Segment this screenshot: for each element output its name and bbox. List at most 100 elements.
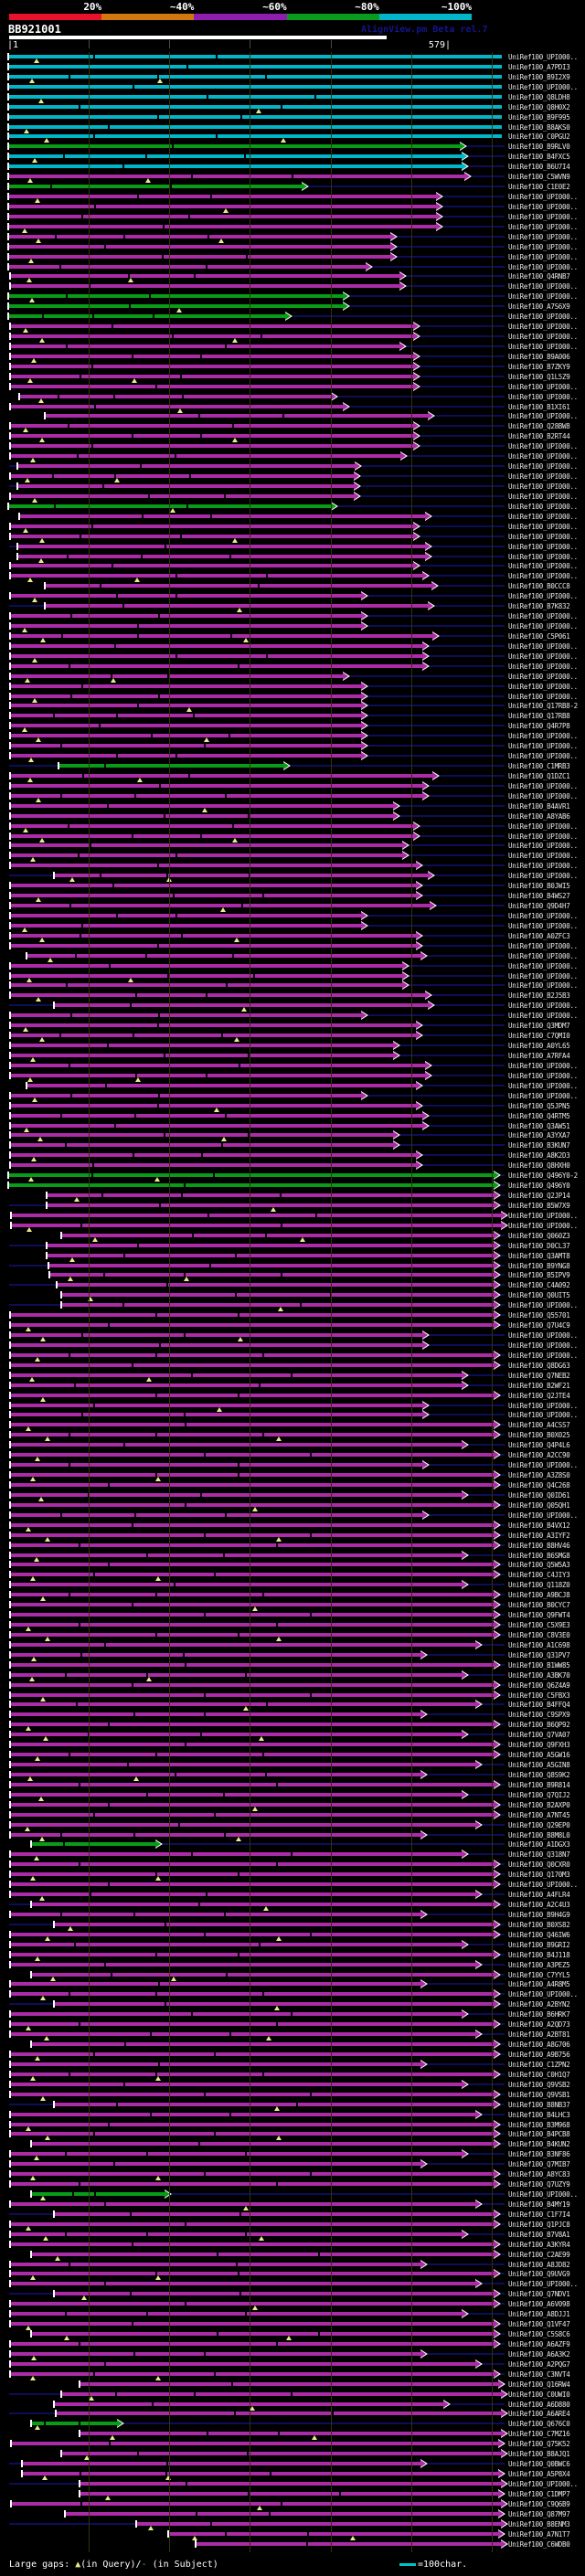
hit-bar[interactable] bbox=[11, 673, 343, 678]
hit-bar[interactable] bbox=[32, 1903, 494, 1907]
hit-bar[interactable] bbox=[11, 2182, 494, 2187]
hit-bar[interactable] bbox=[11, 1512, 422, 1517]
hit-bar[interactable] bbox=[20, 394, 331, 398]
hit-bar[interactable] bbox=[11, 2132, 494, 2136]
hit-bar[interactable] bbox=[9, 84, 502, 89]
hit-bar[interactable] bbox=[9, 104, 502, 109]
hit-bar[interactable] bbox=[9, 154, 462, 159]
hit-label[interactable]: UniRef100_UPI000.. bbox=[508, 1461, 578, 1470]
hit-label[interactable]: UniRef100_UPI000.. bbox=[508, 872, 578, 881]
hit-bar[interactable] bbox=[9, 94, 502, 99]
hit-bar[interactable] bbox=[11, 1932, 494, 1936]
hit-label[interactable]: UniRef100_B4KUN2 bbox=[508, 2140, 570, 2149]
hit-bar[interactable] bbox=[11, 1662, 494, 1667]
hit-label[interactable]: UniRef100_B7K832 bbox=[508, 602, 570, 611]
hit-bar[interactable] bbox=[11, 2032, 475, 2037]
hit-label[interactable]: UniRef100_Q2JTE4 bbox=[508, 1391, 570, 1400]
hit-label[interactable]: UniRef100_A6V098 bbox=[508, 2300, 570, 2309]
hit-label[interactable]: UniRef100_Q170M3 bbox=[508, 1871, 570, 1880]
hit-label[interactable]: UniRef100_A0YL65 bbox=[508, 1042, 570, 1051]
hit-label[interactable]: UniRef100_UPI000.. bbox=[508, 1881, 578, 1890]
hit-label[interactable]: UniRef100_C6WDB0 bbox=[508, 2539, 570, 2549]
hit-bar[interactable] bbox=[11, 1672, 462, 1677]
hit-bar[interactable] bbox=[11, 1702, 475, 1707]
hit-label[interactable]: UniRef100_C5P061 bbox=[508, 631, 570, 641]
hit-bar[interactable] bbox=[11, 454, 400, 459]
hit-label[interactable]: UniRef100_B9I2X9 bbox=[508, 72, 570, 81]
hit-bar[interactable] bbox=[9, 175, 464, 179]
hit-label[interactable]: UniRef100_UPI000.. bbox=[508, 641, 578, 651]
hit-label[interactable]: UniRef100_UPI000.. bbox=[508, 1351, 578, 1360]
hit-bar[interactable] bbox=[11, 1522, 494, 1527]
hit-bar[interactable] bbox=[11, 1502, 494, 1507]
hit-bar[interactable] bbox=[9, 264, 366, 269]
hit-bar[interactable] bbox=[11, 803, 393, 808]
hit-bar[interactable] bbox=[11, 1362, 494, 1367]
hit-label[interactable]: UniRef100_Q9VSB2 bbox=[508, 2080, 570, 2089]
hit-bar[interactable] bbox=[9, 234, 390, 239]
hit-bar[interactable] bbox=[11, 783, 422, 788]
hit-bar[interactable] bbox=[11, 744, 361, 748]
hit-label[interactable]: UniRef100_B8M8L0 bbox=[508, 1830, 570, 1839]
hit-label[interactable]: UniRef100_B6HRK7 bbox=[508, 2010, 570, 2019]
hit-label[interactable]: UniRef100_UPI000.. bbox=[508, 981, 578, 991]
hit-bar[interactable] bbox=[11, 1652, 420, 1657]
hit-bar[interactable] bbox=[11, 694, 361, 698]
hit-label[interactable]: UniRef100_Q29EP0 bbox=[508, 1820, 570, 1829]
hit-label[interactable]: UniRef100_A2BYN2 bbox=[508, 2000, 570, 2009]
hit-bar[interactable] bbox=[32, 2252, 494, 2256]
hit-label[interactable]: UniRef100_A8YAB6 bbox=[508, 811, 570, 821]
hit-label[interactable]: UniRef100_UPI000.. bbox=[508, 242, 578, 251]
hit-bar[interactable] bbox=[11, 2242, 494, 2246]
hit-label[interactable]: UniRef100_UPI000.. bbox=[508, 193, 578, 202]
hit-bar[interactable] bbox=[59, 764, 283, 769]
hit-label[interactable]: UniRef100_B3M968 bbox=[508, 2120, 570, 2129]
hit-label[interactable]: UniRef100_UPI000.. bbox=[508, 392, 578, 401]
hit-bar[interactable] bbox=[11, 1753, 494, 1757]
hit-bar[interactable] bbox=[11, 2322, 494, 2327]
hit-label[interactable]: UniRef100_A5GIN8 bbox=[508, 1761, 570, 1770]
hit-bar[interactable] bbox=[11, 1962, 475, 1966]
hit-label[interactable]: UniRef100_UPI000.. bbox=[508, 622, 578, 631]
hit-bar[interactable] bbox=[9, 1183, 494, 1188]
hit-label[interactable]: UniRef100_UPI000.. bbox=[508, 552, 578, 561]
hit-label[interactable]: UniRef100_UPI000.. bbox=[508, 852, 578, 861]
hit-bar[interactable] bbox=[11, 364, 413, 368]
hit-label[interactable]: UniRef100_B3KUN7 bbox=[508, 1141, 570, 1150]
hit-label[interactable]: UniRef100_C3NVT4 bbox=[508, 2369, 570, 2379]
hit-label[interactable]: UniRef100_UPI000.. bbox=[508, 1061, 578, 1070]
hit-bar[interactable] bbox=[11, 1982, 420, 1987]
hit-bar[interactable] bbox=[11, 1593, 494, 1597]
hit-label[interactable]: UniRef100_B6QP92 bbox=[508, 1721, 570, 1730]
hit-bar[interactable] bbox=[11, 374, 413, 378]
hit-bar[interactable] bbox=[11, 894, 416, 898]
hit-label[interactable]: UniRef100_UPI000.. bbox=[508, 921, 578, 930]
hit-label[interactable]: UniRef100_UPI000.. bbox=[508, 502, 578, 511]
hit-bar[interactable] bbox=[11, 1103, 416, 1108]
hit-bar[interactable] bbox=[11, 1872, 494, 1877]
hit-bar[interactable] bbox=[32, 2142, 494, 2147]
hit-label[interactable]: UniRef100_Q496Y0-2 bbox=[508, 1171, 578, 1181]
hit-bar[interactable] bbox=[46, 584, 431, 588]
hit-bar[interactable] bbox=[80, 2491, 498, 2496]
hit-label[interactable]: UniRef100_B6SMG8 bbox=[508, 1551, 570, 1560]
hit-label[interactable]: UniRef100_Q3AW51 bbox=[508, 1121, 570, 1130]
hit-label[interactable]: UniRef100_B9R814 bbox=[508, 1780, 570, 1789]
hit-bar[interactable] bbox=[55, 2292, 494, 2296]
hit-label[interactable]: UniRef100_C2AE99 bbox=[508, 2250, 570, 2259]
hit-label[interactable]: UniRef100_UPI000.. bbox=[508, 961, 578, 970]
hit-label[interactable]: UniRef100_UPI000.. bbox=[508, 612, 578, 621]
hit-label[interactable]: UniRef100_UPI000.. bbox=[508, 672, 578, 681]
hit-label[interactable]: UniRef100_A7S6X9 bbox=[508, 302, 570, 312]
hit-label[interactable]: UniRef100_C4A092 bbox=[508, 1281, 570, 1290]
hit-bar[interactable] bbox=[11, 813, 393, 818]
hit-label[interactable]: UniRef100_UPI000.. bbox=[508, 752, 578, 761]
hit-label[interactable]: UniRef100_UPI000.. bbox=[508, 1341, 578, 1350]
hit-label[interactable]: UniRef100_Q9FXH3 bbox=[508, 1741, 570, 1750]
hit-label[interactable]: UniRef100_C1F7I4 bbox=[508, 2210, 570, 2219]
hit-label[interactable]: UniRef100_UPI000.. bbox=[508, 412, 578, 421]
hit-label[interactable]: UniRef100_B8AKS0 bbox=[508, 122, 570, 132]
hit-label[interactable]: UniRef100_UPI000.. bbox=[508, 941, 578, 950]
hit-bar[interactable] bbox=[62, 2391, 501, 2396]
hit-bar[interactable] bbox=[46, 604, 428, 609]
